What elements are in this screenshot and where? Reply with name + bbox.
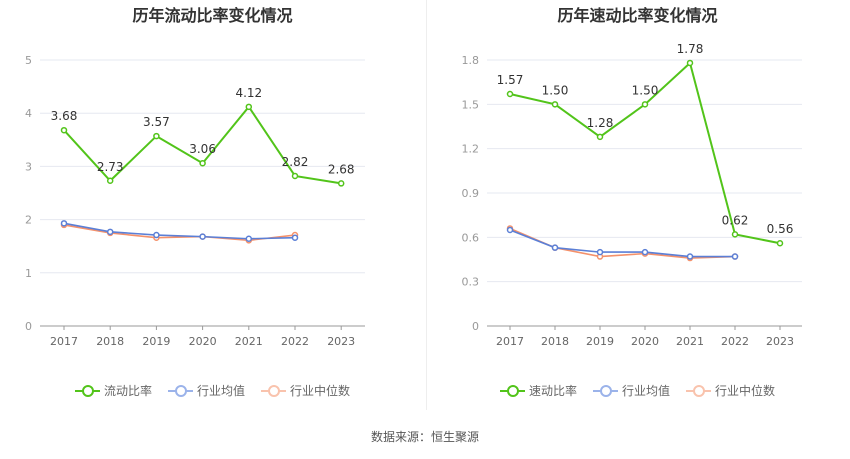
x-tick-label: 2019 <box>142 335 170 348</box>
data-point <box>199 233 206 240</box>
y-tick-label: 1.8 <box>462 54 480 67</box>
legend-item-industry-median[interactable]: 行业中位数 <box>686 382 775 399</box>
legend-item-industry-mean[interactable]: 行业均值 <box>167 382 245 399</box>
legend-marker-icon <box>74 384 100 398</box>
x-tick-label: 2022 <box>281 335 309 348</box>
data-point <box>291 234 299 241</box>
data-label: 1.50 <box>632 83 659 97</box>
data-point <box>596 133 604 141</box>
legend-label: 流动比率 <box>103 384 152 398</box>
x-tick-label: 2023 <box>766 335 794 348</box>
y-tick-label: 0.9 <box>462 187 480 200</box>
data-label: 0.62 <box>722 213 749 227</box>
x-tick-label: 2019 <box>586 335 614 348</box>
data-point <box>106 177 114 185</box>
data-label: 1.57 <box>497 73 524 87</box>
quick-ratio-chart: 0 0.3 0.6 0.9 1.2 1.5 1.8 2017 2018 2019 2020 2021 2… <box>462 42 802 348</box>
data-point <box>551 101 559 108</box>
data-label: 1.50 <box>542 83 569 97</box>
data-label: 2.73 <box>97 160 124 174</box>
legend-item-industry-mean[interactable]: 行业均值 <box>592 382 670 399</box>
x-tick-label: 2018 <box>96 335 124 348</box>
chart-title: 历年速动比率变化情况 <box>557 6 718 25</box>
y-tick-label: 3 <box>25 160 32 173</box>
data-point <box>551 244 559 251</box>
data-label: 1.78 <box>677 42 704 56</box>
y-tick-label: 0 <box>472 320 479 333</box>
data-point <box>60 220 68 227</box>
data-point <box>245 103 253 111</box>
data-label: 3.57 <box>143 115 170 129</box>
data-point <box>641 101 649 108</box>
y-tick-label: 0.6 <box>462 231 480 244</box>
x-tick-label: 2022 <box>721 335 749 348</box>
series-line <box>63 222 296 240</box>
y-tick-label: 4 <box>25 107 32 120</box>
data-point <box>776 239 784 247</box>
legend-item-industry-median[interactable]: 行业中位数 <box>261 382 350 399</box>
current-ratio-chart: 0 1 2 3 4 5 2017 2018 2019 2020 2021 2022 2023 3.68 2.… <box>25 54 365 348</box>
data-label: 0.56 <box>767 222 794 236</box>
x-tick-label: 2021 <box>676 335 704 348</box>
series-line <box>63 224 296 242</box>
data-point <box>153 132 160 140</box>
data-source-note: 数据来源：恒生聚源 <box>370 430 479 444</box>
data-label: 3.68 <box>51 109 78 123</box>
data-point <box>337 180 345 187</box>
legend-item-ratio[interactable]: 流动比率 <box>74 382 152 399</box>
data-label: 1.28 <box>587 116 614 130</box>
y-tick-label: 0.3 <box>462 276 480 289</box>
chart-title: 历年流动比率变化情况 <box>132 6 293 25</box>
data-label: 4.12 <box>235 86 262 100</box>
legend-label: 行业均值 <box>196 384 245 398</box>
data-point <box>596 248 604 256</box>
data-point <box>291 172 299 180</box>
legend-item-ratio[interactable]: 速动比率 <box>499 382 577 399</box>
y-tick-label: 1 <box>25 267 32 280</box>
legend-marker-icon <box>592 384 618 398</box>
chart-legend: 流动比率 行业均值 行业中位数 <box>0 382 425 399</box>
x-tick-label: 2021 <box>235 335 263 348</box>
data-point <box>60 126 68 134</box>
data-label: 3.06 <box>189 142 216 156</box>
data-point <box>641 248 649 256</box>
chart-legend: 速动比率 行业均值 行业中位数 <box>425 382 850 399</box>
x-tick-label: 2017 <box>496 335 524 348</box>
legend-marker-icon <box>686 384 711 398</box>
legend-label: 行业中位数 <box>290 384 351 398</box>
data-point <box>686 253 694 260</box>
legend-label: 速动比率 <box>528 384 577 398</box>
legend-marker-icon <box>261 384 286 398</box>
data-point <box>506 226 514 234</box>
data-point <box>245 235 253 243</box>
current-ratio-chart-panel: 历年流动比率变化情况 0 1 2 3 4 5 2017 2018 2019 2020 2021 202… <box>0 0 425 410</box>
legend-label: 行业中位数 <box>715 384 776 398</box>
data-point <box>106 228 114 236</box>
data-point <box>686 59 694 67</box>
x-tick-label: 2023 <box>327 335 355 348</box>
y-tick-label: 1.5 <box>462 98 480 111</box>
x-tick-label: 2020 <box>631 335 659 348</box>
series-line <box>509 229 735 258</box>
panel-divider <box>426 0 427 410</box>
data-point <box>731 253 739 260</box>
data-label: 2.82 <box>282 155 309 169</box>
x-tick-label: 2018 <box>541 335 569 348</box>
data-point <box>199 159 206 167</box>
legend-marker-icon <box>499 384 525 398</box>
data-point <box>506 90 514 98</box>
legend-label: 行业均值 <box>621 384 670 398</box>
x-tick-label: 2020 <box>189 335 217 348</box>
data-label: 2.68 <box>328 162 355 176</box>
y-tick-label: 1.2 <box>462 143 480 156</box>
y-tick-label: 2 <box>25 214 32 227</box>
data-point <box>153 231 160 239</box>
data-point <box>731 231 739 238</box>
y-tick-label: 5 <box>25 54 32 67</box>
legend-marker-icon <box>167 384 193 398</box>
quick-ratio-chart-panel: 历年速动比率变化情况 0 0.3 0.6 0.9 1.2 1.5 1.8 2017 2018 20… <box>425 0 850 410</box>
x-tick-label: 2017 <box>50 335 78 348</box>
y-tick-label: 0 <box>25 320 32 333</box>
